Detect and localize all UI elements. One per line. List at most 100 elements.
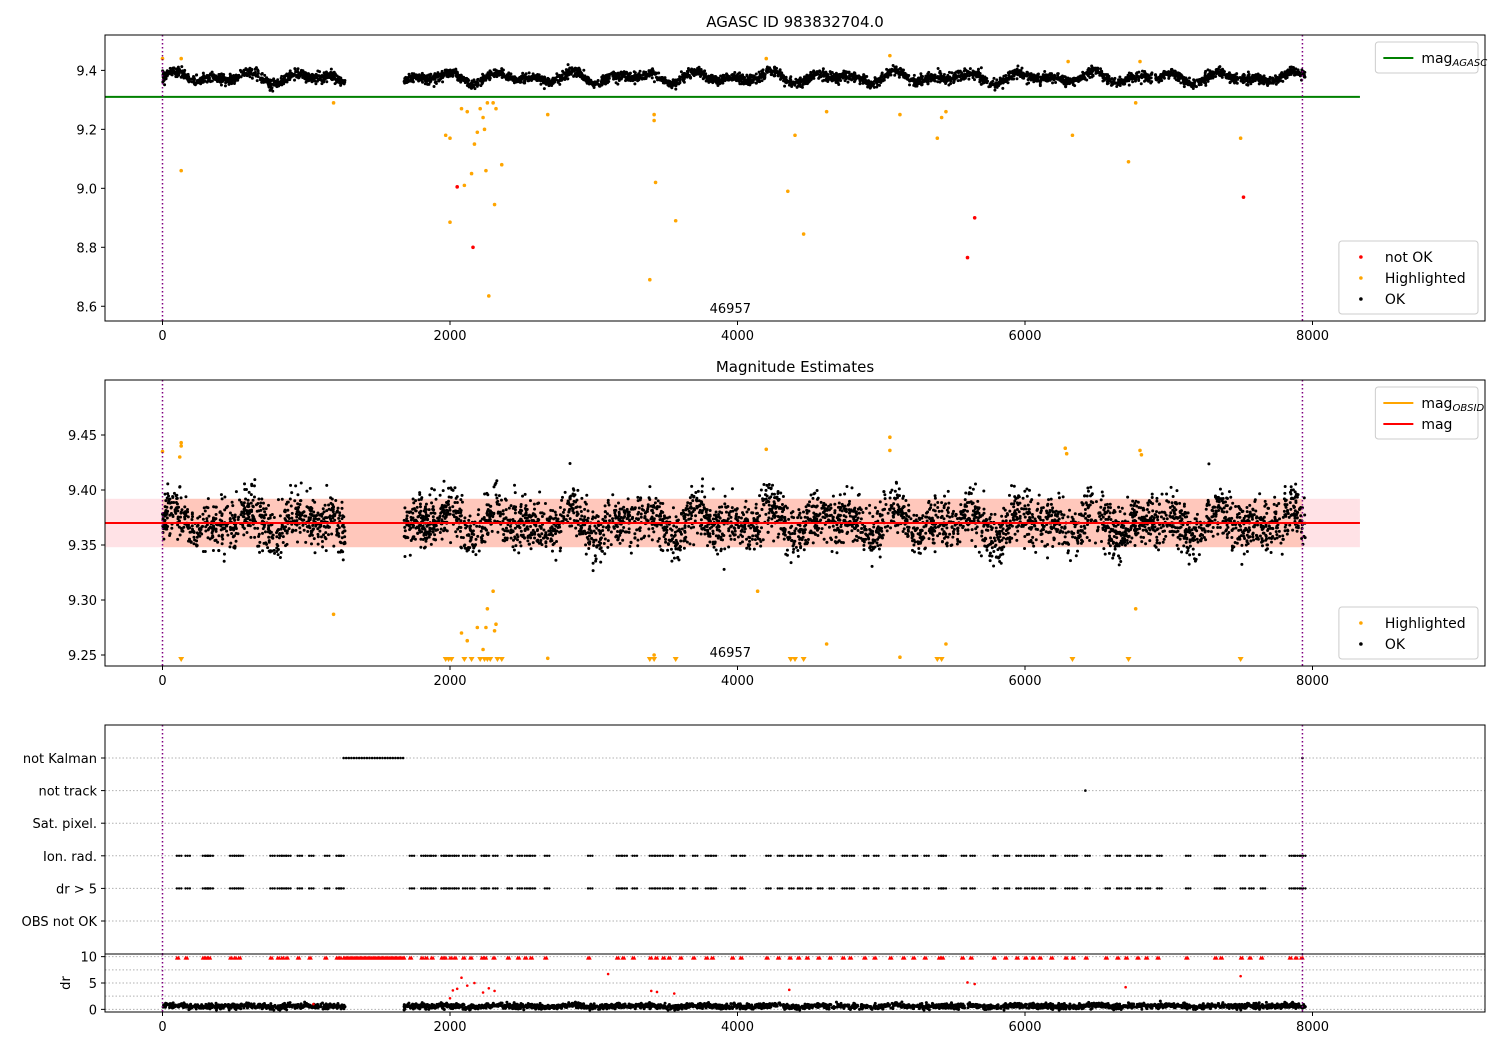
ok-point: [686, 67, 690, 71]
ok-point: [1012, 77, 1016, 81]
ok-point: [732, 77, 736, 81]
ok-point: [518, 540, 522, 544]
ok-point: [299, 499, 303, 503]
ok-point: [1231, 76, 1235, 80]
ok-point: [1297, 73, 1301, 77]
ok-point: [893, 73, 897, 77]
ok-point: [1126, 495, 1130, 499]
ok-point: [1249, 82, 1253, 86]
ok-point: [266, 517, 270, 521]
ok-point: [1027, 488, 1031, 492]
ok-point: [608, 519, 612, 523]
ok-point: [1139, 82, 1143, 86]
ok-point: [322, 510, 326, 514]
ok-point: [228, 81, 232, 85]
ok-point: [1063, 75, 1067, 79]
ok-point: [295, 519, 299, 523]
ok-point: [210, 70, 214, 74]
ok-point: [1035, 75, 1039, 79]
ok-point: [304, 514, 308, 518]
ok-point: [302, 528, 306, 532]
ok-point: [311, 75, 315, 79]
ok-point: [219, 83, 223, 87]
ok-point: [318, 525, 322, 529]
ok-point: [178, 485, 182, 489]
ok-point: [1087, 72, 1091, 76]
ok-point: [333, 512, 337, 516]
ok-point: [1154, 76, 1158, 80]
ok-point: [883, 75, 887, 79]
ok-point: [796, 84, 800, 88]
ok-point: [174, 75, 178, 79]
ok-point: [285, 531, 289, 535]
ok-point: [657, 71, 661, 75]
ok-point: [180, 65, 184, 69]
ok-point: [251, 504, 255, 508]
ok-point: [174, 494, 178, 498]
ok-point: [295, 75, 299, 79]
ok-point: [848, 74, 852, 78]
ok-point: [502, 532, 506, 536]
highlighted-point: [764, 56, 769, 61]
ok-point: [669, 84, 673, 88]
highlighted-point: [331, 101, 336, 105]
magnitude-estimates-panel: Magnitude Estimates 0 2000 4000 6000 80009.2…: [68, 358, 1486, 689]
ok-point: [801, 81, 805, 85]
ok-point: [211, 549, 215, 553]
ok-point: [228, 517, 232, 521]
ok-point: [1008, 70, 1012, 74]
ok-point: [1081, 75, 1085, 79]
ok-point: [683, 71, 687, 75]
ok-point: [331, 505, 335, 509]
ok-point: [256, 526, 260, 530]
ok-point: [1204, 83, 1208, 87]
ok-point: [228, 76, 232, 80]
ok-point: [1170, 67, 1174, 71]
ok-point: [239, 70, 243, 74]
ok-point: [1044, 74, 1048, 78]
panel1-marks: [105, 35, 1360, 321]
ok-point: [313, 79, 317, 83]
ok-point: [323, 76, 327, 80]
ok-point: [617, 72, 621, 76]
y-tick-label: 9.0: [76, 182, 97, 197]
ok-point: [262, 507, 266, 511]
ok-point: [342, 82, 346, 86]
ok-point: [570, 66, 574, 70]
ok-point: [327, 515, 331, 519]
ok-point: [247, 515, 251, 519]
highlighted-point: [1133, 101, 1138, 105]
ok-point: [658, 78, 662, 82]
ok-point: [682, 80, 686, 84]
ok-point: [973, 78, 977, 82]
ok-point: [1179, 81, 1183, 85]
ok-point: [301, 511, 305, 515]
ok-point: [286, 508, 290, 512]
ok-point: [1008, 509, 1012, 513]
ok-point: [189, 540, 193, 544]
ok-point: [544, 82, 548, 86]
ok-point: [199, 76, 203, 80]
ok-point: [324, 549, 328, 553]
y-tick-label: 9.2: [76, 123, 97, 138]
ok-point: [1043, 70, 1047, 74]
ok-point: [920, 77, 924, 81]
ok-point: [1142, 535, 1146, 539]
ok-point: [310, 78, 314, 82]
ok-point: [1173, 76, 1177, 80]
ok-point: [295, 523, 299, 527]
ok-point: [1053, 74, 1057, 78]
x-tick-label: 4000: [721, 329, 754, 344]
ok-point: [316, 542, 320, 546]
highlighted-point: [652, 118, 656, 123]
ok-point: [821, 67, 825, 71]
ok-point: [510, 77, 514, 81]
ok-point: [907, 78, 911, 82]
ok-point: [250, 76, 254, 80]
ok-point: [341, 558, 345, 562]
ok-point: [956, 79, 960, 83]
ok-point: [1015, 67, 1019, 71]
ok-point: [632, 70, 636, 74]
ok-point: [1110, 81, 1114, 85]
ok-point: [469, 82, 473, 86]
